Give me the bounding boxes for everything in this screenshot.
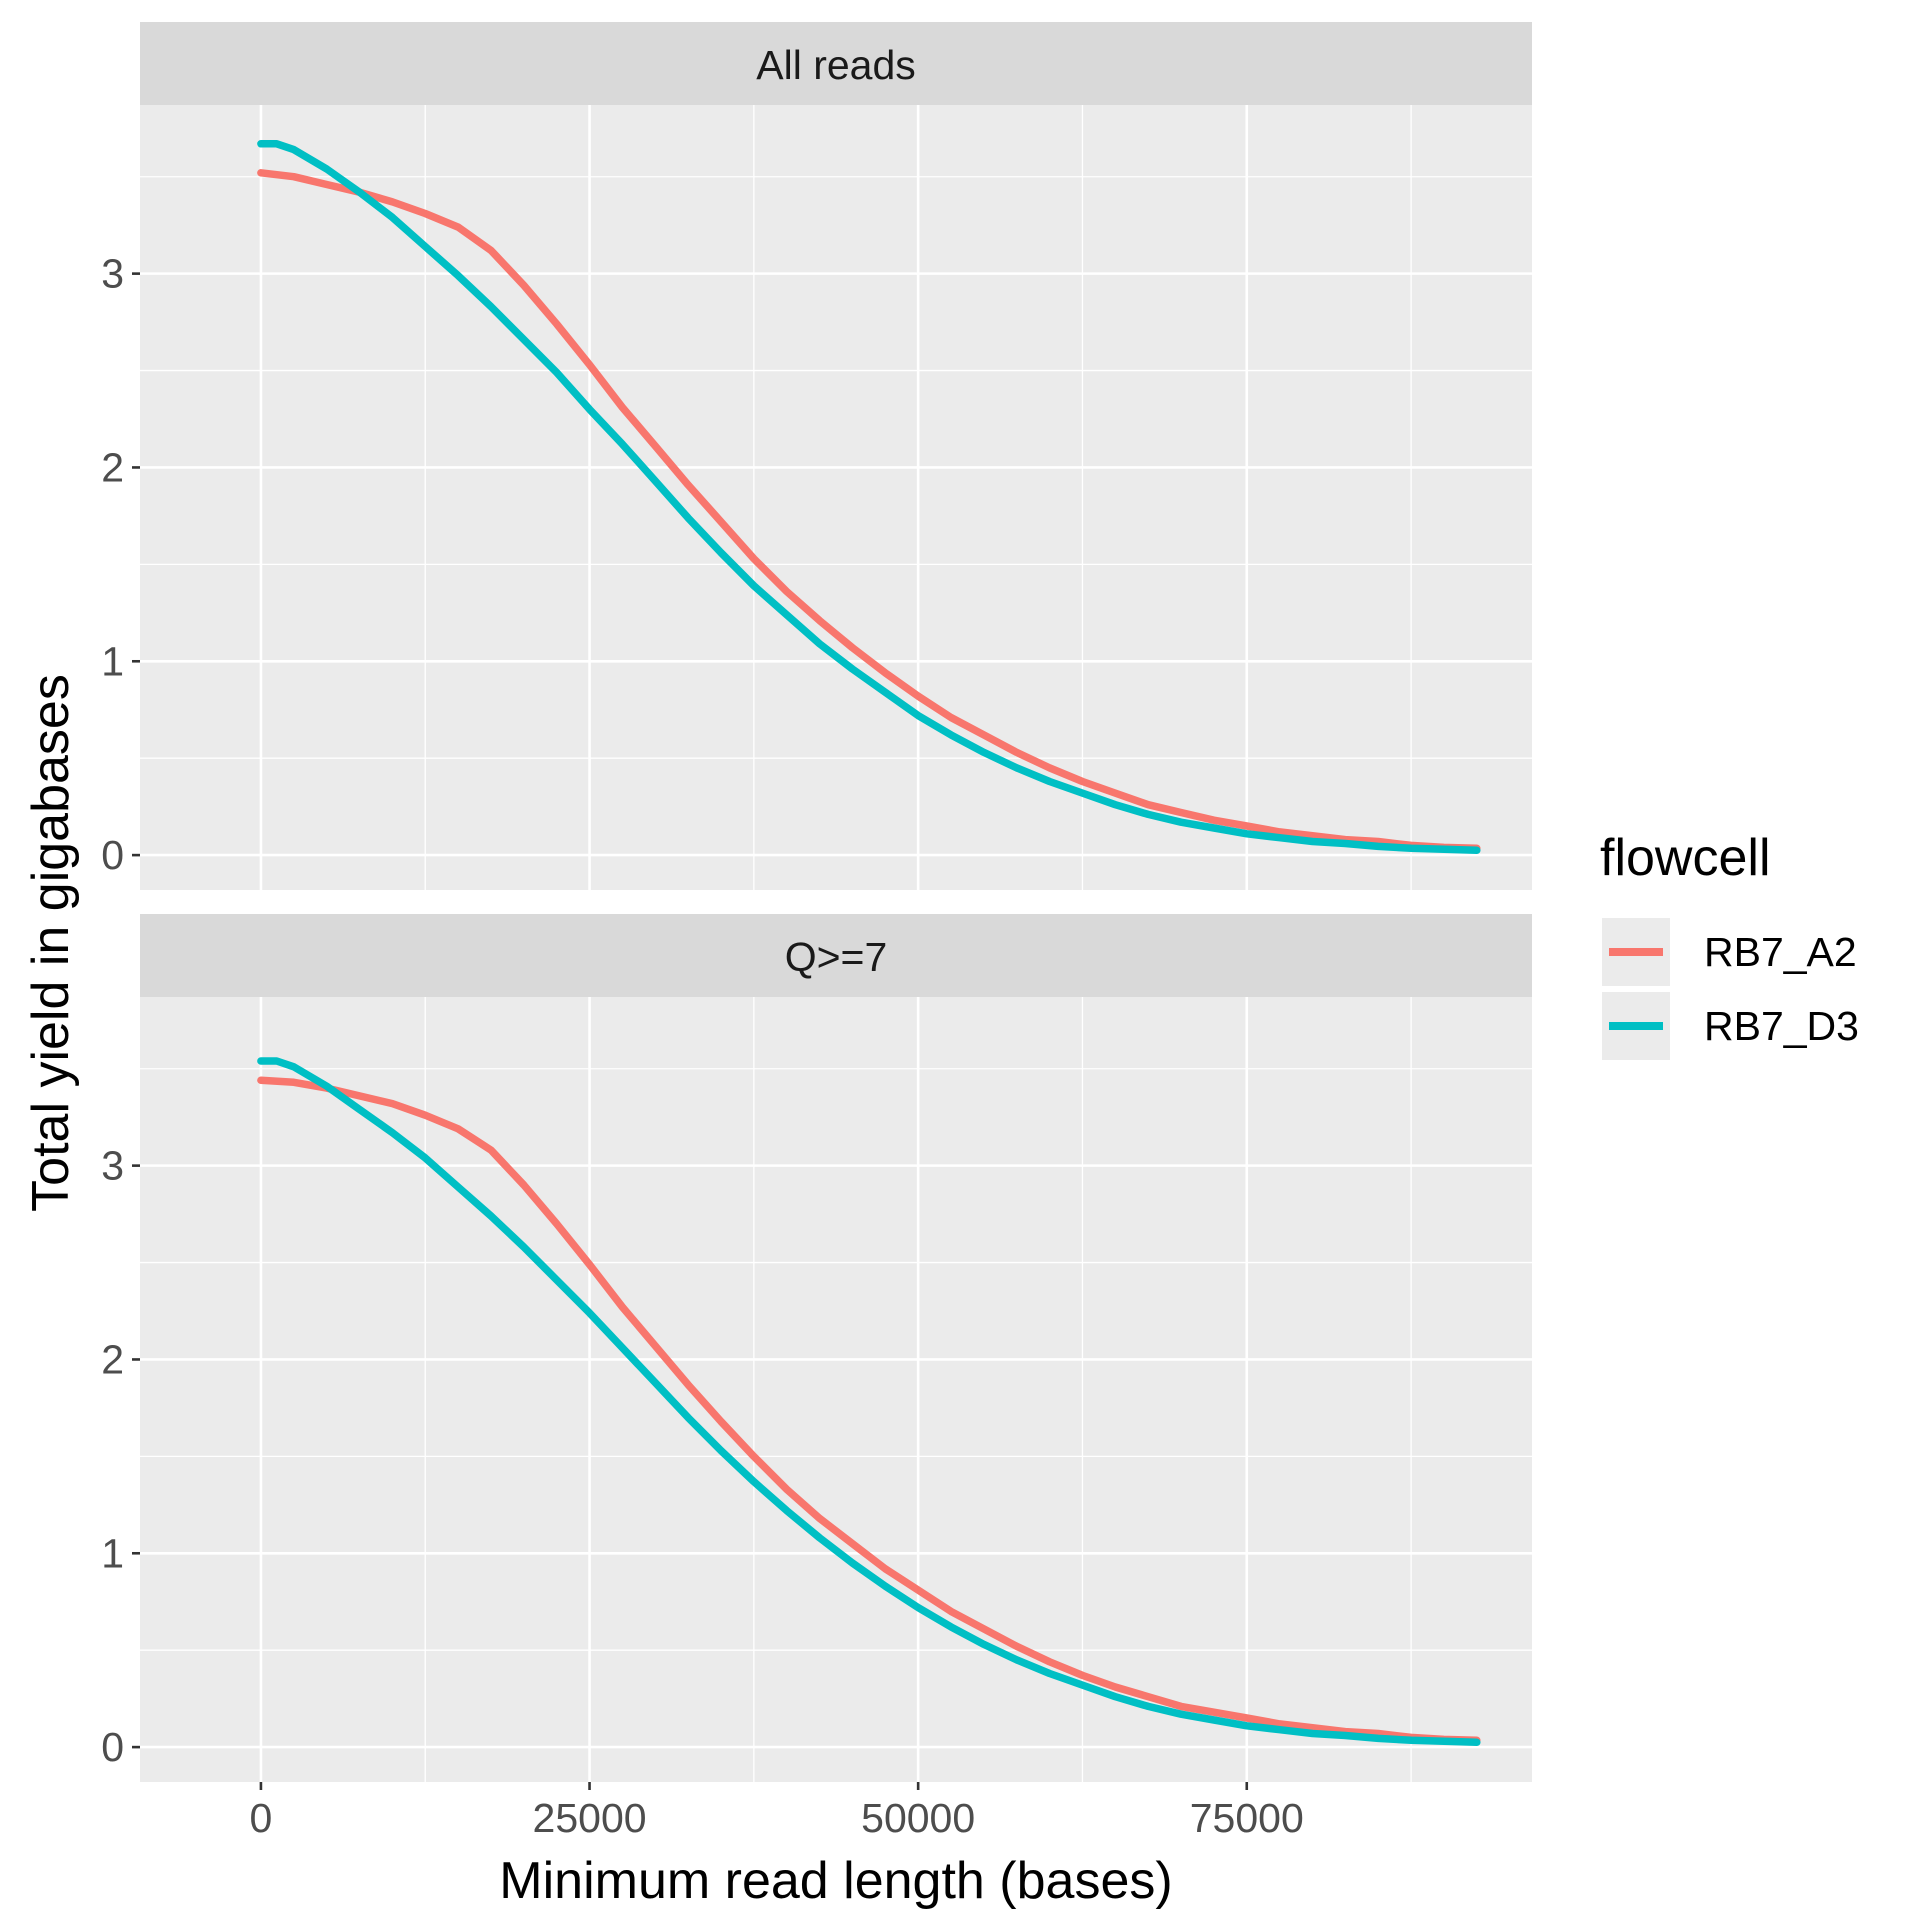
y-tick-label: 1 (101, 1530, 124, 1576)
x-tick-label: 75000 (1190, 1795, 1304, 1841)
panel-all-reads: All reads 0 1 2 3 (101, 22, 1532, 890)
gridlines (140, 997, 1532, 1782)
legend: flowcell RB7_A2 RB7_D3 (1600, 829, 1859, 1060)
y-tick-label: 2 (101, 444, 124, 490)
series-line-rb7-d3 (257, 1057, 1481, 1747)
plot-panel-background (140, 105, 1532, 890)
series-lines (257, 140, 1481, 855)
legend-label-rb7-d3: RB7_D3 (1704, 1003, 1859, 1049)
strip-background (140, 22, 1532, 105)
series-line-rb7-d3 (257, 140, 1481, 855)
x-tick-label: 50000 (861, 1795, 975, 1841)
y-axis: 0 1 2 3 (101, 251, 140, 878)
series-line-rb7-a2 (257, 1076, 1481, 1745)
y-axis: 0 1 2 3 (101, 1143, 140, 1770)
y-tick-label: 1 (101, 638, 124, 684)
strip-label: Q>=7 (785, 934, 888, 980)
legend-label-rb7-a2: RB7_A2 (1704, 929, 1857, 975)
y-axis-title: Total yield in gigabases (22, 674, 80, 1212)
strip-background (140, 914, 1532, 997)
panel-q7: Q>=7 0 1 2 3 (101, 914, 1532, 1782)
y-tick-label: 0 (101, 1724, 124, 1770)
strip-label: All reads (756, 42, 916, 88)
x-axis: 0 25000 50000 75000 (250, 1782, 1304, 1841)
legend-title: flowcell (1600, 829, 1771, 887)
plot-panel-background (140, 997, 1532, 1782)
series-lines (257, 1057, 1481, 1747)
x-axis-title: Minimum read length (bases) (499, 1852, 1172, 1910)
y-tick-label: 3 (101, 251, 124, 297)
x-tick-label: 0 (250, 1795, 273, 1841)
gridlines (140, 105, 1532, 890)
y-tick-label: 0 (101, 832, 124, 878)
x-tick-label: 25000 (533, 1795, 647, 1841)
series-line-rb7-a2 (257, 169, 1481, 853)
y-tick-label: 2 (101, 1336, 124, 1382)
y-tick-label: 3 (101, 1143, 124, 1189)
